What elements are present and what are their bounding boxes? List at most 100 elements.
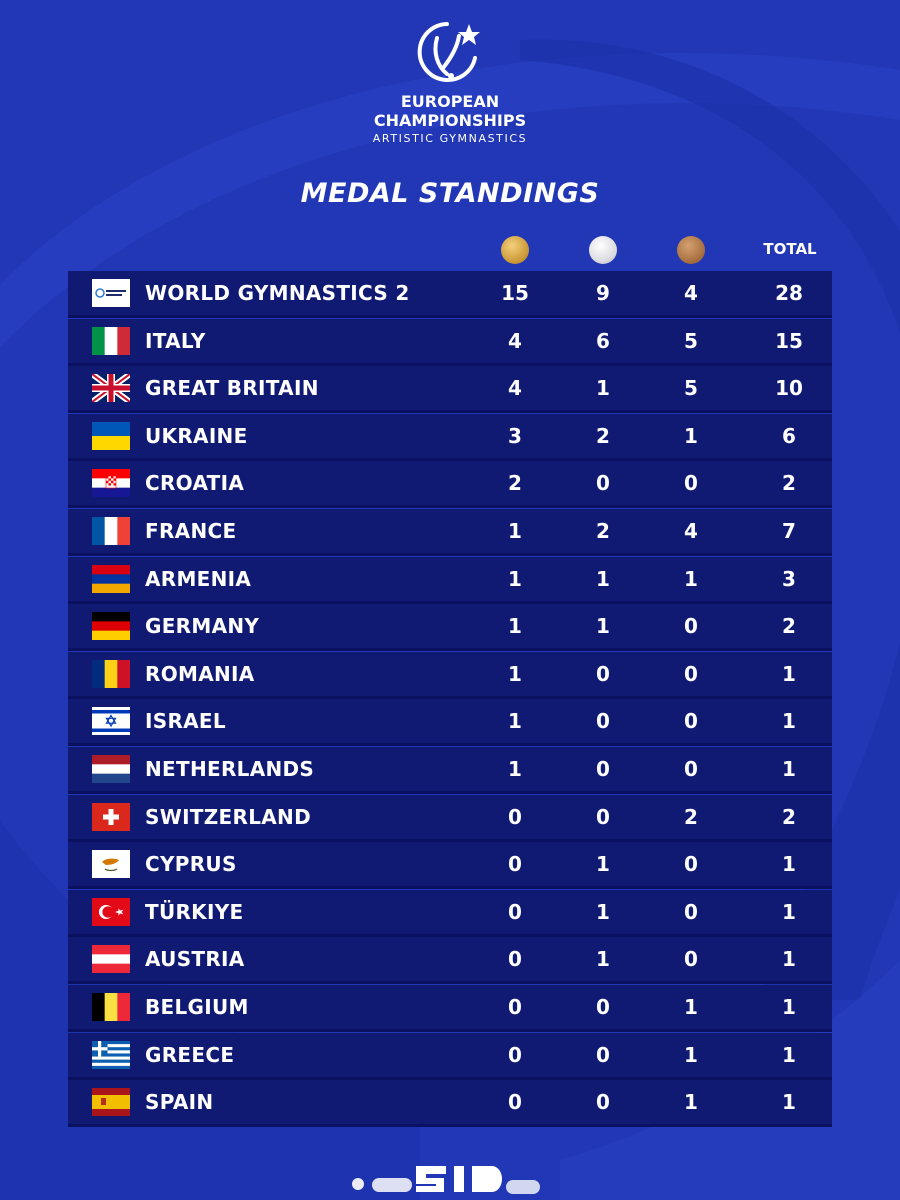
country-name: BELGIUM bbox=[145, 994, 249, 1019]
total-count: 1 bbox=[782, 756, 796, 781]
bronze-count: 0 bbox=[684, 756, 698, 781]
gold-count: 0 bbox=[508, 852, 522, 877]
flag-es-icon bbox=[92, 1088, 130, 1117]
table-row: ROMANIA 1 0 0 1 bbox=[68, 651, 832, 699]
silver-count: 1 bbox=[596, 566, 610, 591]
gold-count: 4 bbox=[508, 328, 522, 353]
gold-count: 3 bbox=[508, 423, 522, 448]
flag-il-icon bbox=[92, 707, 130, 736]
gold-count: 0 bbox=[508, 899, 522, 924]
country-name: WORLD GYMNASTICS 2 bbox=[145, 281, 410, 305]
bronze-count: 1 bbox=[684, 1090, 698, 1115]
total-count: 7 bbox=[782, 518, 796, 543]
bronze-count: 0 bbox=[684, 709, 698, 734]
gold-medal-icon bbox=[501, 236, 529, 264]
total-count: 1 bbox=[782, 709, 796, 734]
silver-count: 0 bbox=[596, 661, 610, 686]
total-count: 1 bbox=[782, 1042, 796, 1067]
bronze-count: 1 bbox=[684, 994, 698, 1019]
flag-fr-icon bbox=[92, 516, 130, 545]
silver-count: 0 bbox=[596, 804, 610, 829]
partial-watermark-logo-icon bbox=[352, 1166, 540, 1194]
country-name: CROATIA bbox=[145, 471, 245, 496]
table-row: GREECE 0 0 1 1 bbox=[68, 1032, 832, 1080]
silver-count: 9 bbox=[596, 281, 610, 305]
country-name: GREAT BRITAIN bbox=[145, 376, 319, 401]
bronze-count: 0 bbox=[684, 471, 698, 496]
total-count: 3 bbox=[782, 566, 796, 591]
flag-ch-icon bbox=[92, 802, 130, 831]
flag-hr-icon bbox=[92, 469, 130, 498]
bronze-count: 4 bbox=[684, 518, 698, 543]
table-row: SWITZERLAND 0 0 2 2 bbox=[68, 794, 832, 842]
bronze-count: 4 bbox=[684, 281, 698, 305]
gold-count: 1 bbox=[508, 756, 522, 781]
table-row: FRANCE 1 2 4 7 bbox=[68, 508, 832, 556]
flag-be-icon bbox=[92, 992, 130, 1021]
country-name: TÜRKIYE bbox=[145, 899, 244, 924]
country-name: ROMANIA bbox=[145, 661, 255, 686]
country-name: ISRAEL bbox=[145, 709, 226, 734]
table-row: AUSTRIA 0 1 0 1 bbox=[68, 937, 832, 985]
table-row: GERMANY 1 1 0 2 bbox=[68, 604, 832, 652]
country-name: GERMANY bbox=[145, 614, 260, 639]
event-discipline: ARTISTIC GYMNASTICS bbox=[372, 132, 528, 145]
country-name: NETHERLANDS bbox=[145, 756, 315, 781]
silver-count: 0 bbox=[596, 1090, 610, 1115]
gold-count: 1 bbox=[508, 518, 522, 543]
gold-count: 1 bbox=[508, 709, 522, 734]
bronze-count: 1 bbox=[684, 566, 698, 591]
table-row: TÜRKIYE 0 1 0 1 bbox=[68, 889, 832, 937]
silver-count: 0 bbox=[596, 471, 610, 496]
table-row: UKRAINE 3 2 1 6 bbox=[68, 413, 832, 461]
flag-am-icon bbox=[92, 564, 130, 593]
bronze-count: 0 bbox=[684, 947, 698, 972]
gymnast-star-logo-icon bbox=[417, 22, 480, 82]
flag-ua-icon bbox=[92, 421, 130, 450]
gold-count: 0 bbox=[508, 804, 522, 829]
bronze-count: 2 bbox=[684, 804, 698, 829]
flag-it-icon bbox=[92, 326, 130, 355]
bronze-count: 0 bbox=[684, 614, 698, 639]
gold-count: 2 bbox=[508, 471, 522, 496]
flag-ro-icon bbox=[92, 659, 130, 688]
gold-count: 0 bbox=[508, 1090, 522, 1115]
event-name-line1: EUROPEAN bbox=[400, 92, 500, 111]
page-title: MEDAL STANDINGS bbox=[300, 178, 600, 209]
flag-fig-icon bbox=[92, 279, 130, 307]
silver-count: 0 bbox=[596, 1042, 610, 1067]
table-row: GREAT BRITAIN 4 1 5 10 bbox=[68, 366, 832, 414]
bronze-count: 0 bbox=[684, 899, 698, 924]
silver-count: 6 bbox=[596, 328, 610, 353]
total-count: 6 bbox=[782, 423, 796, 448]
total-column-header: TOTAL bbox=[763, 240, 817, 258]
country-name: CYPRUS bbox=[145, 852, 237, 877]
total-count: 1 bbox=[782, 947, 796, 972]
country-name: AUSTRIA bbox=[145, 947, 245, 972]
silver-count: 1 bbox=[596, 947, 610, 972]
gold-count: 0 bbox=[508, 947, 522, 972]
total-count: 1 bbox=[782, 852, 796, 877]
table-row: ITALY 4 6 5 15 bbox=[68, 318, 832, 366]
event-logo: EUROPEAN CHAMPIONSHIPS ARTISTIC GYMNASTI… bbox=[0, 18, 900, 147]
total-count: 28 bbox=[775, 281, 803, 305]
country-name: GREECE bbox=[145, 1042, 235, 1067]
table-header: TOTAL bbox=[68, 232, 832, 268]
flag-nl-icon bbox=[92, 754, 130, 783]
medal-table: WORLD GYMNASTICS 2 1 5 9 4 28 ITALY 4 6 5… bbox=[68, 271, 832, 1128]
total-count: 10 bbox=[775, 376, 803, 401]
silver-count: 1 bbox=[596, 852, 610, 877]
country-name: FRANCE bbox=[145, 518, 237, 543]
silver-count: 0 bbox=[596, 994, 610, 1019]
flag-gr-icon bbox=[92, 1040, 130, 1069]
table-row: ARMENIA 1 1 1 3 bbox=[68, 556, 832, 604]
silver-count: 0 bbox=[596, 709, 610, 734]
silver-medal-icon bbox=[589, 236, 617, 264]
flag-at-icon bbox=[92, 945, 130, 974]
total-count: 1 bbox=[782, 899, 796, 924]
bronze-count: 1 bbox=[684, 1042, 698, 1067]
total-count: 1 bbox=[782, 994, 796, 1019]
country-name: SPAIN bbox=[145, 1090, 214, 1115]
gold-count: 1 bbox=[508, 661, 522, 686]
bronze-count: 5 bbox=[684, 376, 698, 401]
